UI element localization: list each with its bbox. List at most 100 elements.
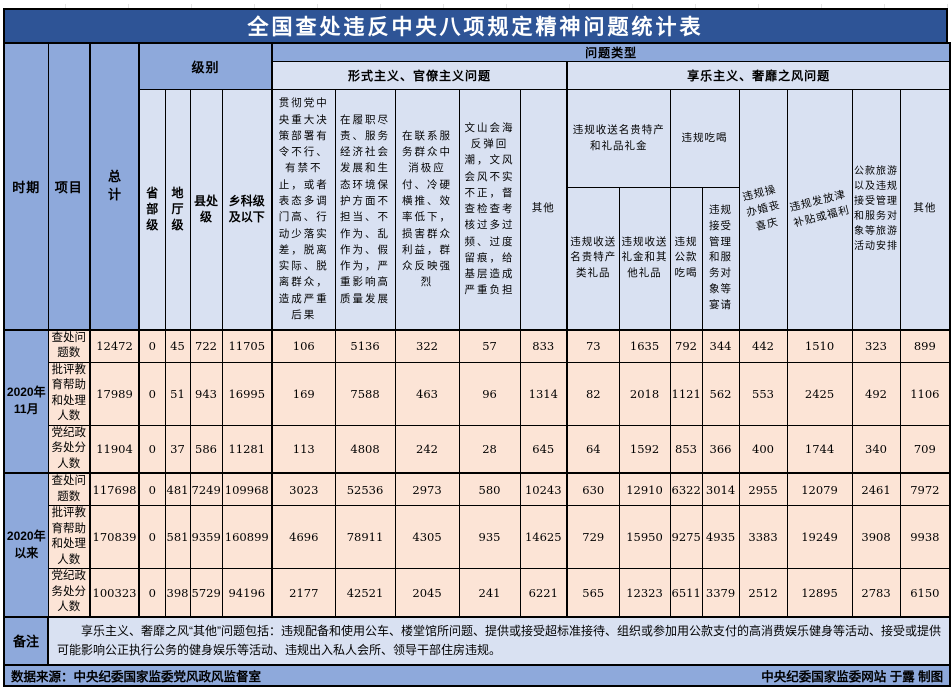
value-cell: 366 <box>701 424 740 474</box>
value-cell: 1744 <box>786 424 853 474</box>
value-cell: 0 <box>138 505 166 570</box>
source-left: 数据来源：中央纪委国家监委党风政风监督室 <box>11 669 262 684</box>
value-cell: 37 <box>164 424 191 474</box>
value-cell: 113 <box>271 424 336 474</box>
value-cell: 323 <box>851 328 901 363</box>
value-cell: 12895 <box>786 568 853 618</box>
value-cell: 562 <box>701 361 740 426</box>
value-cell: 1510 <box>786 328 853 363</box>
value-cell: 78911 <box>334 505 396 570</box>
note-label: 备注 <box>3 615 49 666</box>
page-title: 全国查处违反中央八项规定精神问题统计表 <box>3 8 948 42</box>
stats-table: 时期 项目 总计 级别 问题类型 形式主义、官僚主义问题 享乐主义、奢靡之风问题… <box>3 42 951 687</box>
value-cell: 109968 <box>221 472 273 507</box>
item-header: 项目 <box>47 42 91 330</box>
source-bar: 数据来源：中央纪委国家监委党风政风监督室 中央纪委国家监委网站 于露 制图 <box>3 663 951 687</box>
value-cell: 0 <box>138 472 166 507</box>
value-cell: 1635 <box>618 328 671 363</box>
value-cell: 4696 <box>271 505 336 570</box>
sub-col-header-cash-gifts: 违规收送礼金和其他礼品 <box>618 187 671 330</box>
value-cell: 6150 <box>899 568 951 618</box>
value-cell: 7972 <box>899 472 951 507</box>
value-cell: 170839 <box>89 505 140 570</box>
value-cell: 100323 <box>89 568 140 618</box>
value-cell: 853 <box>669 424 703 474</box>
value-cell: 1106 <box>899 361 951 426</box>
value-cell: 28 <box>458 424 521 474</box>
value-cell: 943 <box>189 361 223 426</box>
value-cell: 7588 <box>334 361 396 426</box>
value-cell: 935 <box>458 505 521 570</box>
value-cell: 2461 <box>851 472 901 507</box>
value-cell: 899 <box>899 328 951 363</box>
value-cell: 12079 <box>786 472 853 507</box>
period-cell: 2020年11月 <box>3 328 49 474</box>
allowance-header: 违规发放津补贴或福利 <box>786 89 853 330</box>
value-cell: 11904 <box>89 424 140 474</box>
value-cell: 3383 <box>738 505 788 570</box>
value-cell: 1592 <box>618 424 671 474</box>
value-cell: 2512 <box>738 568 788 618</box>
value-cell: 52536 <box>334 472 396 507</box>
value-cell: 82 <box>566 361 620 426</box>
dining-group-header: 违规吃喝 <box>669 89 740 188</box>
value-cell: 4305 <box>394 505 460 570</box>
row-label-cell: 查处问题数 <box>47 472 91 507</box>
value-cell: 0 <box>138 361 166 426</box>
value-cell: 553 <box>738 361 788 426</box>
formalism-col-header-other: 其他 <box>519 89 568 330</box>
value-cell: 463 <box>394 361 460 426</box>
value-cell: 3908 <box>851 505 901 570</box>
level-group-header: 级别 <box>137 42 273 90</box>
value-cell: 833 <box>519 328 568 363</box>
value-cell: 2045 <box>394 568 460 618</box>
value-cell: 241 <box>458 568 521 618</box>
formalism-col-header-meetings: 文山会海反弹回潮，文风会风不实不正，督查检查考核过多过频、过度留痕，给基层造成严… <box>458 89 521 330</box>
value-cell: 7249 <box>189 472 223 507</box>
formalism-col-header-masses: 在联系服务群众中消极应付、冷硬横推、效率低下，损害群众利益，群众反映强烈 <box>394 89 460 330</box>
value-cell: 3023 <box>271 472 336 507</box>
formalism-section-header: 形式主义、官僚主义问题 <box>271 61 568 90</box>
value-cell: 709 <box>899 424 951 474</box>
wedding-funeral-header: 违规操办婚丧喜庆 <box>738 89 788 330</box>
value-cell: 10243 <box>519 472 568 507</box>
value-cell: 2955 <box>738 472 788 507</box>
hedonism-col-header-other: 其他 <box>899 89 951 330</box>
value-cell: 5729 <box>189 568 223 618</box>
total-header: 总计 <box>89 42 140 330</box>
value-cell: 5136 <box>334 328 396 363</box>
value-cell: 722 <box>189 328 223 363</box>
row-label-cell: 批评教育帮助和处理人数 <box>47 505 91 570</box>
value-cell: 492 <box>851 361 901 426</box>
value-cell: 17989 <box>89 361 140 426</box>
sub-col-header-banquet: 违规接受管理和服务对象等宴请 <box>701 187 740 330</box>
value-cell: 106 <box>271 328 336 363</box>
problem-type-header: 问题类型 <box>271 42 951 62</box>
row-label-cell: 党纪政务处分人数 <box>47 568 91 618</box>
credit-right: 中央纪委国家监委网站 于露 制图 <box>761 669 944 684</box>
value-cell: 2018 <box>618 361 671 426</box>
value-cell: 322 <box>394 328 460 363</box>
value-cell: 645 <box>519 424 568 474</box>
value-cell: 160899 <box>221 505 273 570</box>
value-cell: 11705 <box>221 328 273 363</box>
value-cell: 581 <box>164 505 191 570</box>
value-cell: 15950 <box>618 505 671 570</box>
value-cell: 42521 <box>334 568 396 618</box>
sub-col-header-specialty-gifts: 违规收送名贵特产类礼品 <box>566 187 620 330</box>
value-cell: 586 <box>189 424 223 474</box>
value-cell: 0 <box>138 424 166 474</box>
value-cell: 45 <box>164 328 191 363</box>
value-cell: 16995 <box>221 361 273 426</box>
value-cell: 9275 <box>669 505 703 570</box>
value-cell: 792 <box>669 328 703 363</box>
value-cell: 51 <box>164 361 191 426</box>
value-cell: 398 <box>164 568 191 618</box>
value-cell: 169 <box>271 361 336 426</box>
value-cell: 580 <box>458 472 521 507</box>
value-cell: 9938 <box>899 505 951 570</box>
sub-col-header-public-funds-dining: 违规公款吃喝 <box>669 187 703 330</box>
level-header-prefecture: 地厅级 <box>164 89 191 330</box>
value-cell: 14625 <box>519 505 568 570</box>
